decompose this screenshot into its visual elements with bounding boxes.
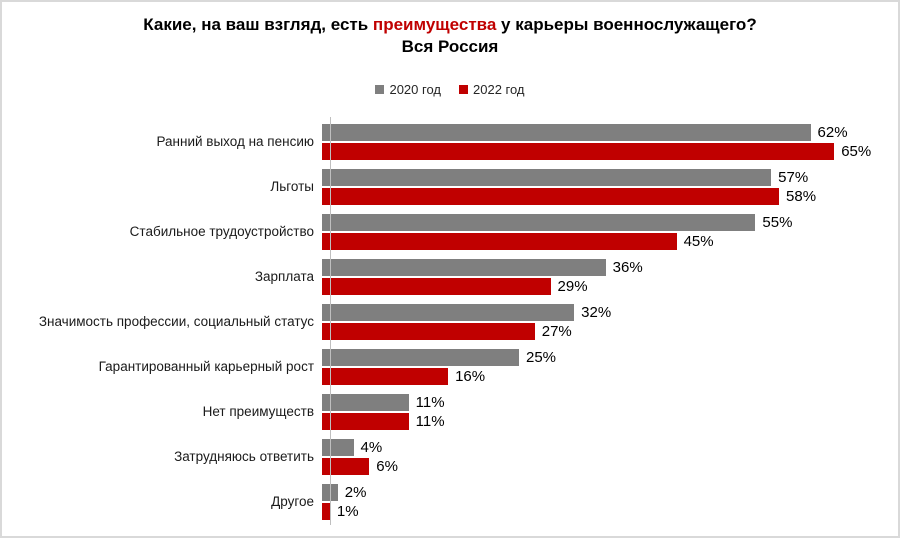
bar-fill-2022 (322, 233, 677, 250)
bar-value-label: 11% (415, 413, 445, 430)
bar-2020: 32% (322, 304, 898, 321)
bar-value-label: 16% (455, 368, 486, 385)
legend-item-2020: 2020 год (375, 82, 441, 97)
bar-2022: 1% (322, 503, 898, 520)
bar-fill-2020 (322, 169, 772, 186)
category-label: Стабильное трудоустройство (129, 224, 314, 239)
bar-value-label: 11% (415, 394, 445, 411)
category-label: Зарплата (254, 269, 314, 284)
bar-fill-2022 (322, 368, 449, 385)
bar-group: 36% 29% (322, 259, 898, 295)
bar-value-label: 45% (683, 233, 714, 250)
category-label: Затрудняюсь ответить (174, 449, 314, 464)
bar-value-label: 32% (581, 304, 612, 321)
bar-group: 32% 27% (322, 304, 898, 340)
bar-value-label: 58% (786, 188, 817, 205)
bar-fill-2020 (322, 394, 409, 411)
bar-rows: Ранний выход на пенсию 62% 65% Льготы 57% 58%… (2, 124, 898, 520)
bar-value-label: 4% (360, 439, 383, 456)
bar-2020: 11% (322, 394, 898, 411)
bar-value-label: 55% (762, 214, 793, 231)
bar-fill-2020 (322, 214, 756, 231)
bar-2022: 11% (322, 413, 898, 430)
bar-2022: 65% (322, 143, 898, 160)
category-label: Ранний выход на пенсию (156, 134, 314, 149)
bar-2020: 2% (322, 484, 898, 501)
bar-group: 57% 58% (322, 169, 898, 205)
bar-2022: 6% (322, 458, 898, 475)
category-label: Льготы (270, 179, 314, 194)
bar-group: 62% 65% (322, 124, 898, 160)
bar-value-label: 27% (541, 323, 572, 340)
bar-2020: 55% (322, 214, 898, 231)
bar-2020: 57% (322, 169, 898, 186)
legend-label-2020: 2020 год (389, 82, 441, 97)
legend-swatch-2020-icon (375, 85, 385, 94)
bar-fill-2022 (322, 143, 835, 160)
bar-fill-2022 (322, 278, 551, 295)
bar-value-label: 29% (557, 278, 588, 295)
bar-fill-2022 (322, 413, 409, 430)
bar-value-label: 6% (376, 458, 398, 475)
bar-2022: 27% (322, 323, 898, 340)
chart-row: Затрудняюсь ответить 4% 6% (2, 439, 898, 475)
chart-row: Стабильное трудоустройство 55% 45% (2, 214, 898, 250)
chart-legend: 2020 год 2022 год (2, 82, 898, 97)
bar-value-label: 62% (817, 124, 848, 141)
chart-row: Другое 2% 1% (2, 484, 898, 520)
title-text-suffix: у карьеры военнослужащего? (496, 15, 757, 34)
bar-value-label: 2% (344, 484, 367, 501)
bar-fill-2020 (322, 439, 354, 456)
chart-subtitle: Вся Россия (401, 37, 499, 56)
bar-fill-2020 (322, 304, 575, 321)
bar-fill-2022 (322, 188, 780, 205)
chart-row: Значимость профессии, социальный статус 3… (2, 304, 898, 340)
category-label: Гарантированный карьерный рост (98, 359, 314, 374)
chart-row: Гарантированный карьерный рост 25% 16% (2, 349, 898, 385)
bar-2020: 36% (322, 259, 898, 276)
bar-2022: 16% (322, 368, 898, 385)
legend-item-2022: 2022 год (459, 82, 525, 97)
bar-2022: 45% (322, 233, 898, 250)
bar-fill-2022 (322, 458, 370, 475)
y-axis-line (330, 117, 331, 525)
bar-group: 4% 6% (322, 439, 898, 475)
chart-row: Льготы 57% 58% (2, 169, 898, 205)
legend-label-2022: 2022 год (473, 82, 525, 97)
bar-2022: 58% (322, 188, 898, 205)
bar-fill-2020 (322, 484, 338, 501)
bar-value-label: 1% (336, 503, 359, 520)
bar-fill-2022 (322, 323, 535, 340)
plot-area: Ранний выход на пенсию 62% 65% Льготы 57% 58%… (2, 117, 898, 525)
legend-swatch-2022-icon (459, 85, 468, 94)
bar-group: 2% 1% (322, 484, 898, 520)
bar-group: 25% 16% (322, 349, 898, 385)
chart-row: Нет преимуществ 11% 11% (2, 394, 898, 430)
chart-row: Зарплата 36% 29% (2, 259, 898, 295)
category-label: Другое (271, 494, 314, 509)
bar-fill-2020 (322, 349, 519, 366)
bar-group: 55% 45% (322, 214, 898, 250)
bar-fill-2020 (322, 259, 606, 276)
category-label: Нет преимуществ (202, 404, 314, 419)
bar-value-label: 65% (841, 143, 872, 160)
bar-value-label: 36% (612, 259, 643, 276)
title-text-prefix: Какие, на ваш взгляд, есть (143, 15, 373, 34)
chart-row: Ранний выход на пенсию 62% 65% (2, 124, 898, 160)
chart-title: Какие, на ваш взгляд, есть преимущества … (2, 14, 898, 58)
title-text-highlight: преимущества (372, 15, 497, 34)
bar-value-label: 25% (526, 349, 557, 366)
bar-value-label: 57% (778, 169, 809, 186)
bar-fill-2022 (322, 503, 330, 520)
bar-2022: 29% (322, 278, 898, 295)
bar-2020: 25% (322, 349, 898, 366)
bar-2020: 62% (322, 124, 898, 141)
bar-fill-2020 (322, 124, 811, 141)
category-label: Значимость профессии, социальный статус (38, 314, 314, 329)
bar-group: 11% 11% (322, 394, 898, 430)
bar-2020: 4% (322, 439, 898, 456)
